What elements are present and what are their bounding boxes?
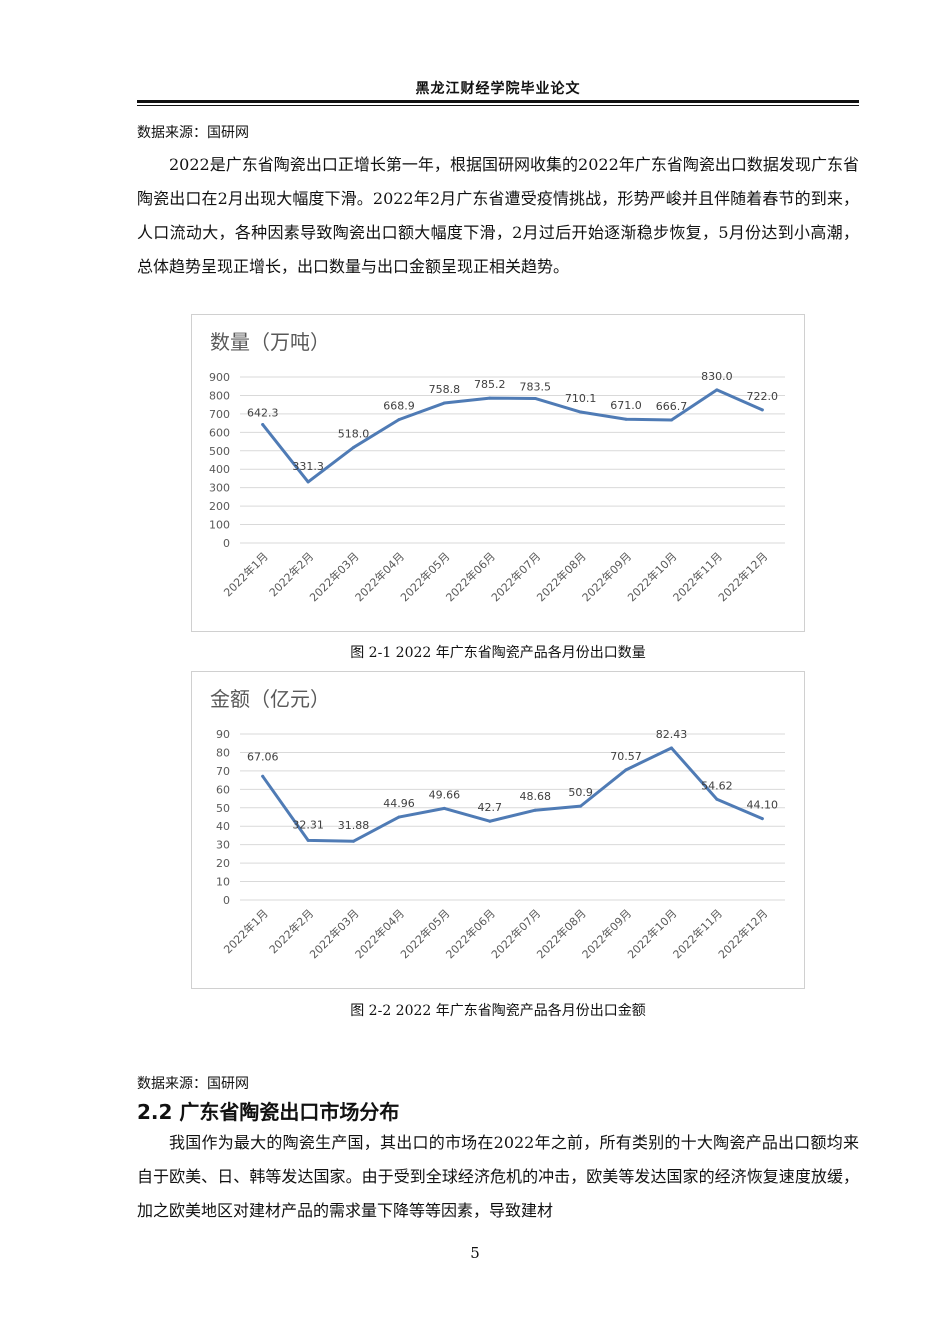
y-tick-label: 400 <box>209 463 230 476</box>
x-tick-label: 2022年12月 <box>715 906 770 961</box>
data-label: 331.3 <box>292 460 324 473</box>
data-point <box>488 819 492 823</box>
x-tick-label: 2022年12月 <box>715 549 770 604</box>
y-tick-label: 900 <box>209 371 230 384</box>
data-point <box>397 815 401 819</box>
quantity-line-chart-svg: 数量（万吨） 0 100 200 300 400 500 600 700 800 900 2022年1… <box>209 330 785 604</box>
data-label: 671.0 <box>610 399 642 412</box>
data-label: 44.10 <box>747 799 779 812</box>
series-line <box>261 388 764 484</box>
data-label: 518.0 <box>338 427 370 440</box>
y-tick-label: 80 <box>216 746 230 759</box>
data-point <box>579 410 583 414</box>
data-label: 49.66 <box>429 788 461 801</box>
y-tick-label: 600 <box>209 426 230 439</box>
data-point <box>352 445 356 449</box>
body-paragraph-2: 我国作为最大的陶瓷生产国，其出口的市场在2022年之前，所有类别的十大陶瓷产品出… <box>137 1133 859 1220</box>
y-tick-label: 20 <box>216 857 230 870</box>
data-point <box>306 480 310 484</box>
y-tick-label: 40 <box>216 820 230 833</box>
data-label: 70.57 <box>610 750 642 763</box>
y-tick-label: 10 <box>216 876 230 889</box>
y-tick-label: 0 <box>223 537 230 550</box>
x-tick-label: 2022年2月 <box>266 906 316 956</box>
data-point <box>760 817 764 821</box>
data-source-note-top: 数据来源：国研网 <box>137 125 249 141</box>
y-tick-label: 200 <box>209 500 230 513</box>
data-point <box>624 768 628 772</box>
chart-title: 数量（万吨） <box>210 330 330 354</box>
data-label: 44.96 <box>383 797 415 810</box>
data-label: 783.5 <box>519 380 551 393</box>
data-label: 758.8 <box>429 383 461 396</box>
header-rule-thin <box>137 105 859 106</box>
page-number: 5 <box>470 1244 480 1262</box>
y-tick-label: 800 <box>209 389 230 402</box>
y-tick-label: 700 <box>209 408 230 421</box>
data-point <box>442 806 446 810</box>
data-label: 668.9 <box>383 400 415 413</box>
data-point <box>669 746 673 750</box>
data-label: 830.0 <box>701 370 733 383</box>
data-point <box>533 808 537 812</box>
data-label: 48.68 <box>519 790 551 803</box>
data-point <box>397 418 401 422</box>
data-point <box>533 396 537 400</box>
data-point <box>306 838 310 842</box>
y-tick-label: 0 <box>223 894 230 907</box>
y-tick-label: 300 <box>209 482 230 495</box>
data-label: 31.88 <box>338 819 370 832</box>
y-tick-label: 90 <box>216 728 230 741</box>
data-label: 50.9 <box>568 786 593 799</box>
data-point <box>488 396 492 400</box>
header-rule-thick <box>137 100 859 103</box>
y-tick-label: 30 <box>216 839 230 852</box>
data-source-note-bottom: 数据来源：国研网 <box>137 1076 249 1092</box>
figure-caption-2-2: 图 2-2 2022 年广东省陶瓷产品各月份出口金额 <box>350 1003 646 1019</box>
quantity-chart: 数量（万吨） 0 100 200 300 400 500 600 700 800 900 2022年1… <box>191 314 805 632</box>
data-label: 666.7 <box>656 400 688 413</box>
section-heading: 2.2 广东省陶瓷出口市场分布 <box>137 1100 400 1124</box>
data-point <box>624 417 628 421</box>
y-tick-label: 70 <box>216 765 230 778</box>
data-label: 785.2 <box>474 378 506 391</box>
series-line <box>261 746 764 843</box>
amount-chart: 金额（亿元） 0 10 20 30 40 50 60 70 80 90 2022年1月 2022年2月 2… <box>191 671 805 989</box>
y-tick-label: 500 <box>209 445 230 458</box>
body-paragraph-1: 2022是广东省陶瓷出口正增长第一年，根据国研网收集的2022年广东省陶瓷出口数… <box>137 155 859 276</box>
data-label: 67.06 <box>247 750 279 763</box>
x-tick-label: 2022年1月 <box>221 906 271 956</box>
data-point <box>579 804 583 808</box>
data-label: 722.0 <box>747 390 779 403</box>
figure-caption-2-1: 图 2-1 2022 年广东省陶瓷产品各月份出口数量 <box>350 645 646 661</box>
data-point <box>442 401 446 405</box>
running-header: 黑龙江财经学院毕业论文 <box>415 81 581 97</box>
data-label: 642.3 <box>247 407 279 420</box>
y-tick-label: 60 <box>216 783 230 796</box>
data-point <box>261 774 265 778</box>
x-tick-label: 2022年2月 <box>266 549 316 599</box>
data-point <box>261 423 265 427</box>
data-point <box>715 797 719 801</box>
data-label: 32.31 <box>292 818 324 831</box>
chart-title: 金额（亿元） <box>210 687 330 711</box>
x-tick-label: 2022年1月 <box>221 549 271 599</box>
data-point <box>669 418 673 422</box>
data-point <box>352 839 356 843</box>
data-label: 54.62 <box>701 779 733 792</box>
y-tick-label: 50 <box>216 802 230 815</box>
data-point <box>715 388 719 392</box>
y-tick-label: 100 <box>209 519 230 532</box>
data-label: 42.7 <box>478 801 503 814</box>
data-label: 82.43 <box>656 728 688 741</box>
data-point <box>760 408 764 412</box>
data-label: 710.1 <box>565 392 597 405</box>
